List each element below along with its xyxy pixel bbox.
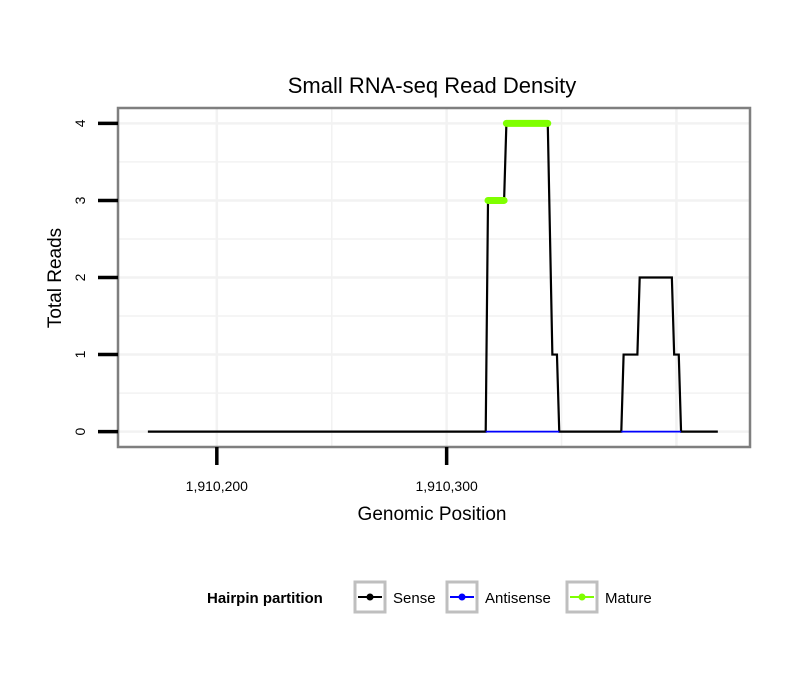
legend-item-mature: Mature [565, 580, 652, 614]
y-axis-label: Total Reads [45, 228, 66, 328]
legend-items: Sense Antisense Mature [353, 580, 652, 614]
legend-item-antisense: Antisense [445, 580, 551, 614]
x-axis-label: Genomic Position [358, 504, 507, 525]
series-mature [484, 119, 552, 204]
legend-key-point [366, 593, 374, 601]
legend-label: Antisense [485, 590, 551, 607]
legend-item-sense: Sense [353, 580, 436, 614]
y-tick-label: 1 [72, 350, 88, 358]
y-tick-label: 4 [72, 119, 88, 127]
axis-ticks: 0 1 2 3 4 1,910,200 1,910,300 [72, 119, 478, 494]
x-tick-label: 1,910,200 [186, 478, 248, 494]
x-tick-label: 1,910,300 [415, 478, 477, 494]
legend-label: Sense [393, 590, 436, 607]
chart-title: Small RNA-seq Read Density [288, 73, 577, 98]
y-tick-label: 2 [72, 273, 88, 281]
legend: Hairpin partition Sense Antisense Mature [207, 580, 652, 614]
data-series [147, 119, 718, 433]
legend-title: Hairpin partition [207, 590, 323, 607]
legend-key-point [578, 593, 586, 601]
y-tick-label: 3 [72, 196, 88, 204]
legend-key-point [458, 593, 466, 601]
y-tick-label: 0 [72, 427, 88, 435]
legend-label: Mature [605, 590, 652, 607]
